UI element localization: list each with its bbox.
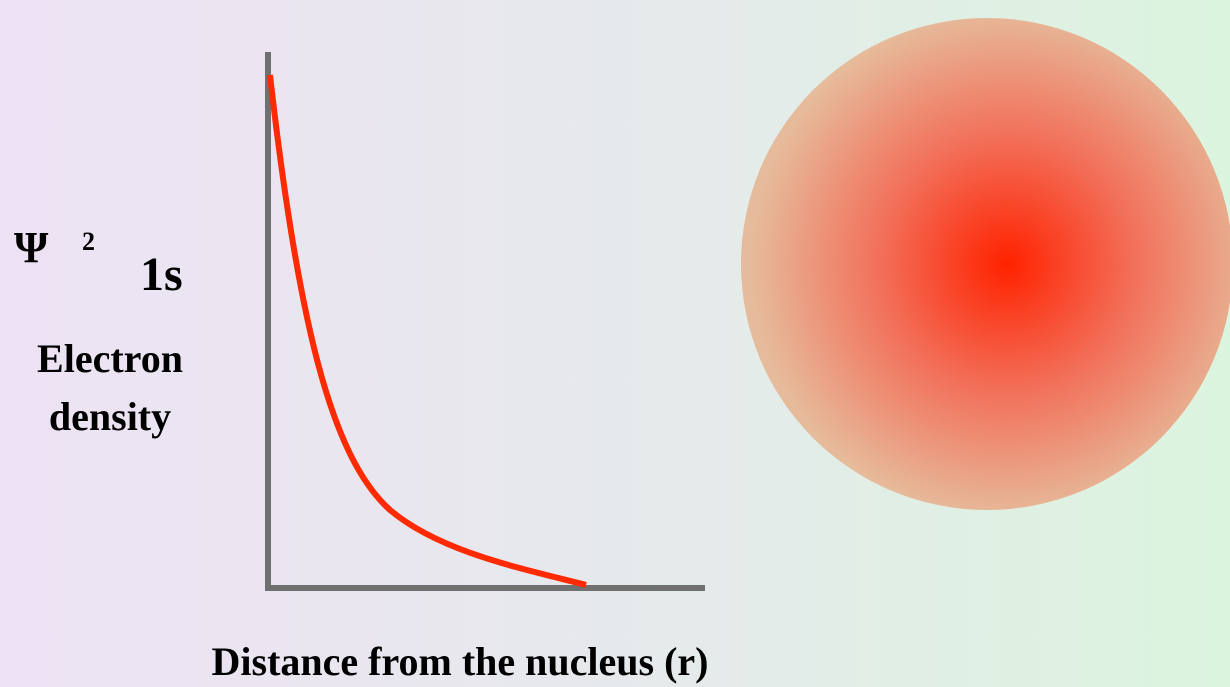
psi-symbol: Ψ [14, 223, 49, 272]
orbital-label: 1s [140, 248, 183, 301]
page: Ψ 2 1s Electron density Distance from th… [0, 0, 1230, 687]
y-label-line: density [49, 394, 171, 439]
orbital-sphere [741, 18, 1230, 510]
x-label: Distance from the nucleus (r) [212, 639, 709, 684]
y-label-line: Electron [37, 336, 183, 381]
exponent: 2 [82, 227, 95, 256]
slide: Ψ 2 1s Electron density Distance from th… [0, 0, 1230, 687]
